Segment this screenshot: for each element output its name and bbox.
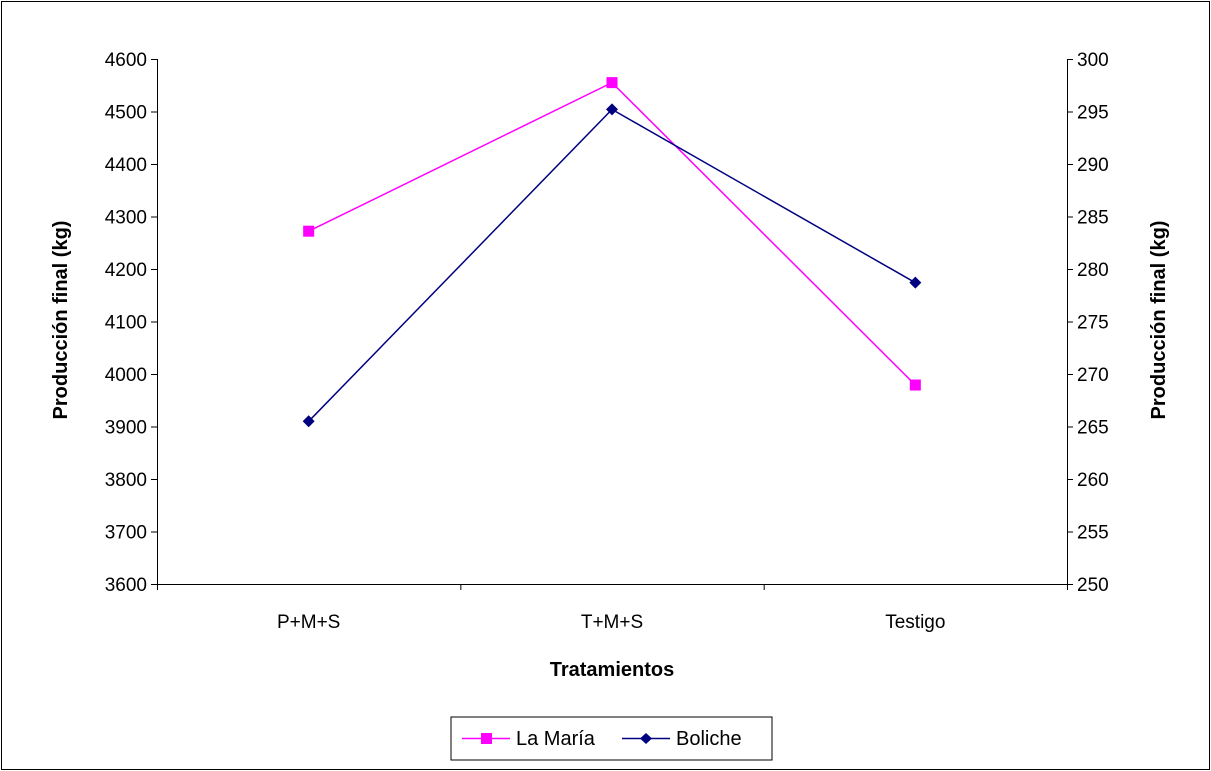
series-markers [302,77,922,428]
y2-tick-label: 260 [1077,470,1109,491]
data-point [909,276,922,289]
y2-tick-label: 275 [1077,313,1109,334]
x-tick-label: Testigo [885,612,945,633]
data-point [909,379,921,391]
y2-tick-label: 285 [1077,208,1109,229]
y2-axis-title: Producción final (kg) [1148,221,1170,420]
y-tick-label: 4600 [105,50,147,71]
data-point [303,225,315,237]
y2-tick-label: 290 [1077,155,1109,176]
legend-label-boliche: Boliche [676,728,742,750]
y-tick-label: 4500 [105,103,147,124]
legend-swatch-marker-la-maria [481,733,492,744]
y2-tick-label: 270 [1077,365,1109,386]
y2-tick-label: 265 [1077,418,1109,439]
legend: La María Boliche [450,716,773,761]
y2-tick-label: 300 [1077,50,1109,71]
y2-tick-label: 295 [1077,103,1109,124]
x-axis-title: Tratamientos [550,659,674,681]
y-tick-label: 3600 [105,575,147,596]
axes [151,59,1073,590]
data-point [606,103,618,116]
x-tick-label: P+M+S [277,612,340,633]
y-tick-label: 4100 [105,313,147,334]
y-tick-label: 3800 [105,470,147,491]
y2-tick-label: 250 [1077,575,1109,596]
y-tick-label: 4400 [105,155,147,176]
y2-tick-label: 280 [1077,260,1109,281]
y-tick-label: 4200 [105,260,147,281]
y-tick-label: 3900 [105,418,147,439]
y-tick-label: 3700 [105,523,147,544]
data-point [302,415,315,428]
y-tick-label: 4300 [105,208,147,229]
y2-tick-label: 255 [1077,523,1109,544]
tick-labels: 3600 3700 3800 3900 4000 4100 4200 4300 4400 4500… [105,50,1109,633]
legend-swatch-marker-boliche [640,733,652,744]
data-point [606,77,618,89]
y-axis-title: Producción final (kg) [50,221,72,420]
y-tick-label: 4000 [105,365,147,386]
x-tick-label: T+M+S [581,612,643,633]
legend-label-la-maria: La María [516,728,596,750]
